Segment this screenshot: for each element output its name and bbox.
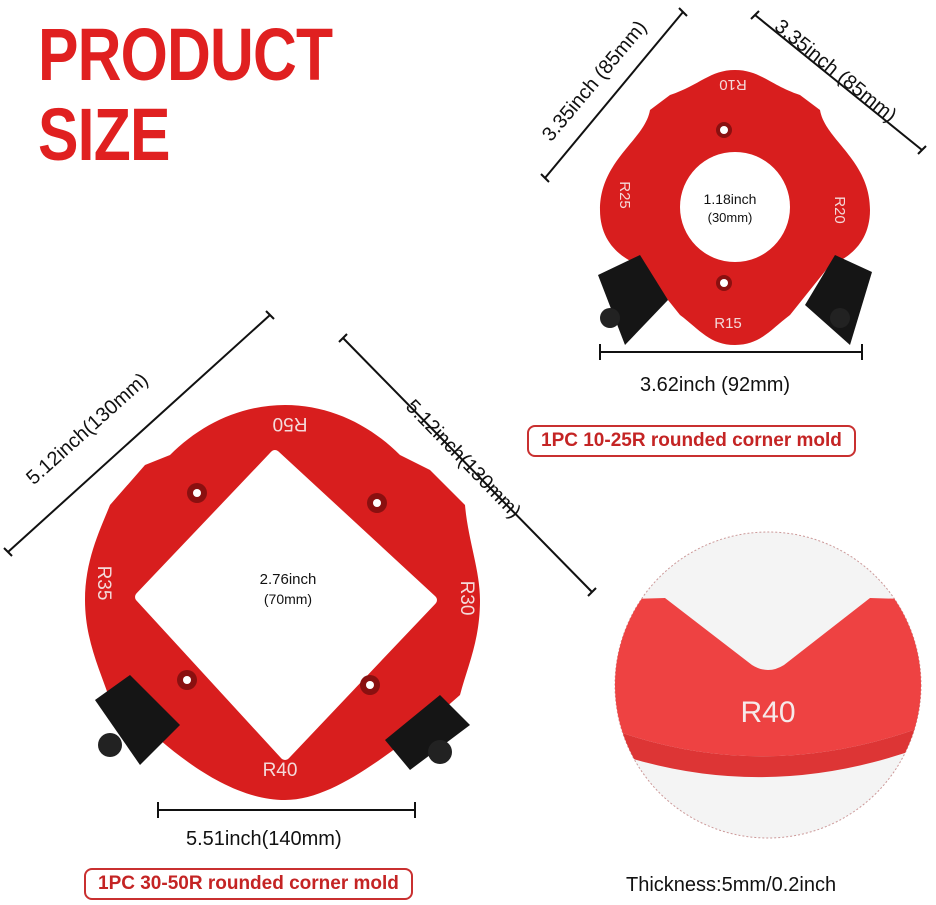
title-line-2: SIZE (38, 93, 170, 176)
small-corner-mold: R10 R25 R20 R15 1.18inch (30mm) (598, 70, 872, 345)
large-hole-inch: 2.76inch (260, 571, 317, 588)
small-radius-top: R10 (719, 76, 747, 93)
large-mold-caption: 1PC 30-50R rounded corner mold (84, 868, 413, 900)
small-radius-right: R20 (831, 196, 848, 224)
title-line-1: PRODUCT (38, 13, 333, 96)
small-hole-inch: 1.18inch (704, 191, 757, 207)
small-length-label: 3.62inch (92mm) (640, 374, 791, 396)
thickness-detail-circle: R40 (614, 531, 922, 839)
dimension-lines (3, 7, 927, 818)
large-corner-mold: R50 R35 R30 R40 2.76inch (70mm) (85, 405, 480, 800)
large-radius-right: R30 (456, 581, 477, 616)
large-length-label: 5.51inch(140mm) (186, 828, 342, 850)
large-hole-mm: (70mm) (264, 591, 312, 607)
large-radius-left: R35 (93, 566, 114, 601)
small-hole-mm: (30mm) (708, 210, 753, 225)
small-radius-left: R25 (616, 181, 633, 209)
small-mold-caption: 1PC 10-25R rounded corner mold (527, 425, 856, 457)
large-radius-bottom: R40 (263, 760, 298, 781)
small-radius-bottom: R15 (714, 315, 742, 332)
detail-radius-label: R40 (740, 696, 795, 729)
thickness-label: Thickness:5mm/0.2inch (626, 874, 837, 896)
large-radius-top: R50 (273, 413, 308, 434)
